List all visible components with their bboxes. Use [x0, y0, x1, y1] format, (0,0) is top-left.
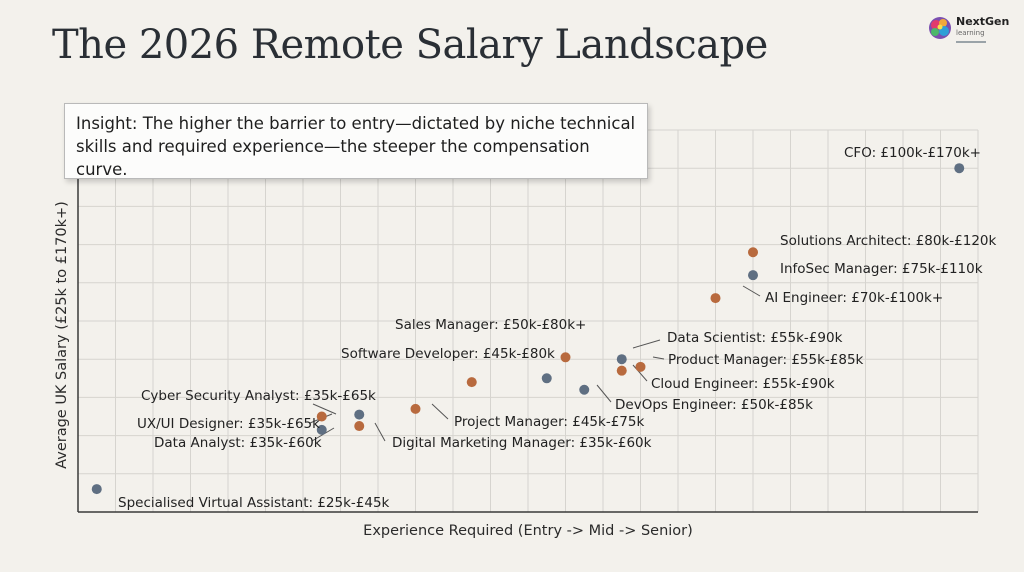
label-leader-line — [742, 285, 761, 297]
logo-name: NextGen — [956, 15, 1010, 28]
x-axis-label: Experience Required (Entry -> Mid -> Sen… — [363, 523, 693, 539]
label-leader-line — [312, 403, 337, 415]
label-leader-line — [652, 356, 665, 360]
data-point — [354, 409, 365, 420]
data-label: Sales Manager: £50k-£80k+ — [395, 317, 586, 333]
data-point — [616, 365, 627, 376]
label-leader-line — [596, 384, 612, 403]
y-axis-label: Average UK Salary (£25k to £170k+) — [54, 201, 70, 469]
label-leader-line — [374, 422, 386, 442]
chart-axes — [77, 130, 978, 513]
data-label: InfoSec Manager: £75k-£110k — [780, 261, 983, 277]
data-label: Cloud Engineer: £55k-£90k — [651, 376, 835, 392]
data-point — [616, 354, 627, 365]
page-title: The 2026 Remote Salary Landscape — [52, 22, 768, 68]
logo-underline — [956, 41, 986, 43]
label-leader-line — [632, 364, 648, 382]
data-points — [91, 163, 965, 495]
data-point — [91, 484, 102, 495]
data-label: AI Engineer: £70k-£100k+ — [765, 290, 943, 306]
data-point — [579, 384, 590, 395]
data-label: Digital Marketing Manager: £35k-£60k — [392, 435, 652, 451]
data-point — [354, 421, 365, 432]
data-label: Data Scientist: £55k-£90k — [667, 330, 843, 346]
data-point — [635, 361, 646, 372]
data-label: Data Analyst: £35k-£60k — [154, 435, 322, 451]
chart-grid — [78, 129, 979, 512]
data-label: CFO: £100k-£170k+ — [844, 145, 981, 161]
data-label: UX/UI Designer: £35k-£65k — [137, 416, 320, 432]
data-label: Project Manager: £45k-£75k — [454, 414, 644, 430]
data-point — [560, 352, 571, 363]
data-point — [316, 424, 327, 435]
data-point — [748, 247, 758, 258]
data-label: Cyber Security Analyst: £35k-£65k — [141, 388, 376, 404]
logo-subtitle: learning — [956, 29, 985, 37]
nextgen-logo-icon — [929, 17, 951, 39]
data-point — [954, 163, 965, 174]
data-point — [748, 270, 758, 281]
data-point — [466, 377, 477, 388]
data-label: Solutions Architect: £80k-£120k — [780, 233, 997, 249]
data-label: Product Manager: £55k-£85k — [668, 352, 864, 368]
data-point — [410, 403, 421, 414]
label-leader-line — [431, 403, 449, 420]
data-label: DevOps Engineer: £50k-£85k — [615, 397, 813, 413]
data-point — [316, 411, 327, 422]
label-leader-line — [632, 339, 661, 349]
data-label: Software Developer: £45k-£80k — [341, 346, 555, 362]
data-point — [710, 293, 721, 304]
data-labels: Specialised Virtual Assistant: £25k-£45k… — [118, 145, 997, 511]
data-label: Specialised Virtual Assistant: £25k-£45k — [118, 495, 390, 511]
data-point — [541, 373, 552, 384]
insight-callout: Insight: The higher the barrier to entry… — [64, 103, 648, 179]
